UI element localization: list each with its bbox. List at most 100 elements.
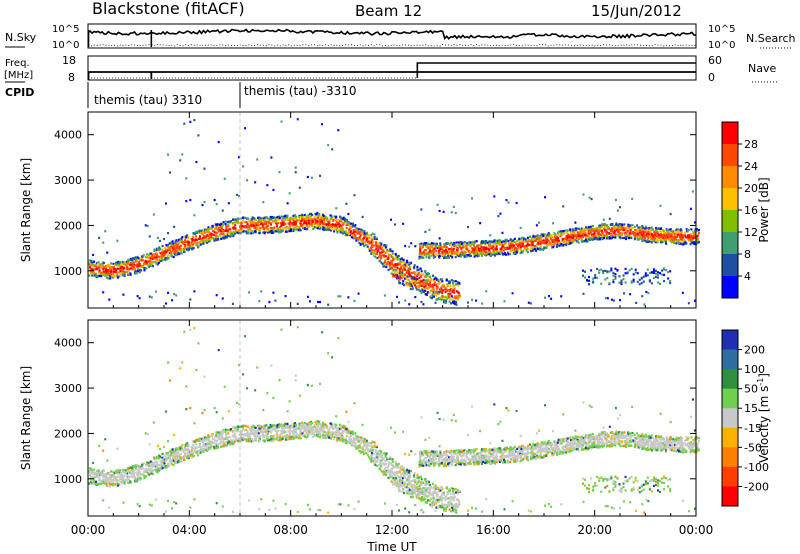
power-cell — [287, 228, 290, 231]
power-cell — [579, 230, 582, 233]
power-cell — [625, 237, 628, 241]
power-cell — [121, 274, 124, 277]
power-cell — [411, 284, 414, 287]
power-cell — [521, 245, 524, 248]
power-cell — [626, 226, 629, 229]
velocity-cell — [120, 476, 123, 480]
power-cell — [191, 237, 194, 241]
power-cell — [696, 238, 699, 241]
velocity-cell — [111, 483, 114, 486]
power-cell — [591, 229, 594, 233]
power-cell — [499, 243, 502, 246]
power-cell — [697, 232, 700, 235]
power-cell — [627, 224, 630, 228]
power-cell — [413, 264, 416, 267]
power-cell — [646, 238, 649, 242]
power-cell — [439, 278, 442, 281]
date-label: 15/Jun/2012 — [591, 2, 682, 20]
velocity-cell — [158, 447, 161, 450]
power-cell — [439, 254, 442, 257]
power-cell — [268, 218, 271, 221]
power-cell — [539, 243, 542, 246]
power-cell — [670, 230, 673, 233]
power-cell — [334, 218, 337, 221]
power-cell — [544, 246, 547, 250]
velocity-cell — [212, 441, 215, 445]
power-cell — [678, 233, 681, 236]
power-cell — [294, 171, 297, 174]
power-cell — [332, 219, 335, 222]
power-cell — [574, 230, 577, 233]
power-cell — [228, 221, 231, 224]
power-cell — [288, 219, 291, 222]
power-cell — [636, 280, 639, 284]
power-cell — [498, 241, 501, 244]
power-cell — [342, 217, 345, 220]
velocity-cell — [88, 467, 91, 470]
power-cell — [386, 257, 389, 261]
velocity-cell — [127, 467, 130, 471]
power-cell — [620, 279, 623, 282]
power-cell — [608, 270, 611, 273]
power-cell — [528, 235, 531, 238]
power-cell — [337, 295, 340, 298]
power-cell — [221, 297, 224, 300]
velocity-cell — [136, 477, 139, 481]
power-cell — [471, 250, 474, 253]
power-cell — [212, 233, 215, 237]
velocity-cell — [181, 456, 184, 459]
power-cell — [596, 231, 599, 234]
power-cell — [450, 211, 453, 214]
power-cell — [558, 244, 561, 247]
velocity-cell — [108, 477, 111, 480]
power-cell — [485, 239, 488, 243]
power-cell — [224, 229, 227, 232]
velocity-cell — [184, 444, 187, 447]
power-cell — [696, 241, 699, 244]
power-cell — [323, 217, 326, 220]
power-cell — [176, 245, 179, 248]
power-cell — [443, 285, 446, 288]
power-cell — [440, 254, 443, 257]
power-cell — [647, 240, 650, 243]
power-cell — [677, 241, 680, 245]
velocity-cell — [229, 436, 232, 439]
power-cell — [443, 245, 446, 248]
power-cell — [264, 226, 267, 229]
power-cell — [588, 279, 591, 282]
power-cell — [177, 246, 180, 250]
velocity-cell — [181, 447, 184, 451]
power-cell — [582, 269, 584, 272]
power-cell — [444, 243, 447, 246]
power-cell — [376, 250, 379, 254]
power-cell — [464, 241, 467, 244]
power-cell — [173, 245, 176, 248]
power-cell — [416, 273, 419, 277]
power-cell — [318, 213, 321, 216]
nsky-trace — [87, 28, 696, 47]
power-cell — [517, 247, 520, 250]
power-cell — [489, 253, 492, 256]
velocity-cell — [126, 474, 129, 477]
velocity-cell — [214, 431, 217, 434]
power-cell — [448, 248, 451, 251]
power-cell — [401, 282, 404, 285]
power-cell — [562, 244, 565, 247]
power-cell — [399, 260, 402, 263]
power-cell — [337, 229, 340, 232]
power-cell — [659, 230, 662, 233]
power-cell — [185, 248, 188, 251]
velocity-cell — [157, 467, 160, 470]
power-cell — [221, 209, 224, 212]
velocity-cell — [136, 471, 139, 474]
power-cell — [340, 217, 343, 220]
power-cell — [385, 244, 388, 247]
power-cell — [511, 292, 514, 295]
power-cell — [302, 216, 305, 219]
power-cell — [436, 290, 439, 294]
velocity-cell — [205, 436, 208, 439]
velocity-cell — [227, 436, 230, 439]
power-cell — [465, 255, 468, 258]
power-cell — [252, 224, 255, 227]
power-cell — [280, 217, 283, 221]
